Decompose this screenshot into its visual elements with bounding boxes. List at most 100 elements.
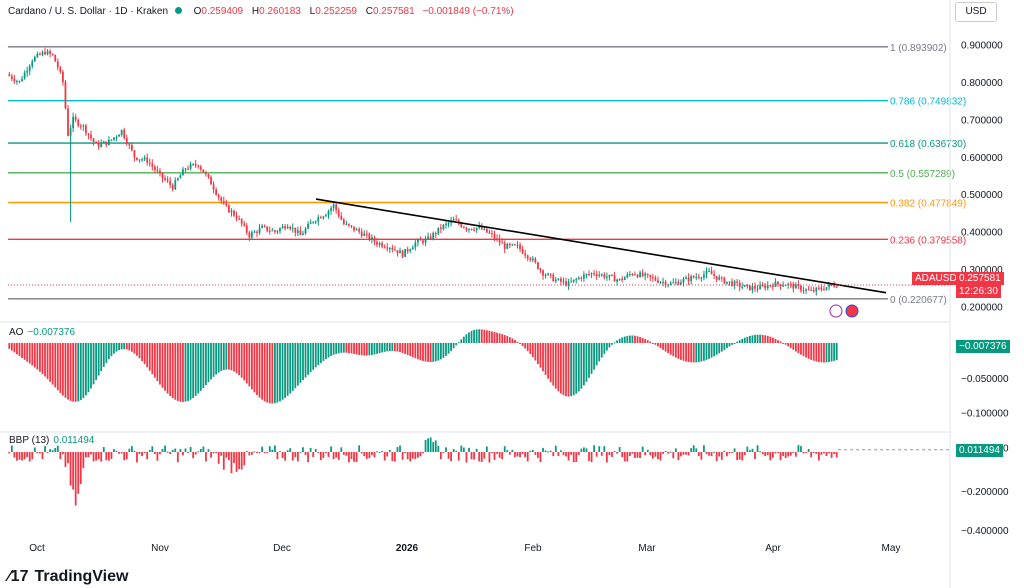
fib-level-label: 0.5 (0.557289) [890,169,955,180]
bbp-bar [271,449,274,452]
bbp-bar [401,452,404,460]
ao-bar [754,334,756,343]
ao-bar [833,343,836,361]
candle-body [644,273,647,276]
bbp-bar [46,452,49,453]
bbp-legend[interactable]: BBP (13) 0.011494 [9,435,94,446]
bbp-bar [506,450,509,452]
ao-bar [23,343,26,360]
candle-body [148,162,151,164]
ao-bar [166,343,169,394]
candle-body [774,281,777,287]
bbp-bar [72,452,75,490]
candle-body [197,165,200,167]
candle-body [554,279,557,282]
bbp-bar [539,452,542,463]
bbp-bar [13,452,16,458]
bbp-bar [672,452,675,459]
ao-bar [529,343,532,355]
candle-body [388,248,391,250]
bbp-bar [764,452,767,457]
symbol-title[interactable]: Cardano / U. S. Dollar · 1D · Kraken [8,6,169,17]
ao-bar [562,343,565,396]
candle-body [72,116,75,129]
candle-body [662,281,664,283]
ao-bar [506,336,509,343]
candle-body [238,218,241,220]
ao-bar [429,343,432,362]
candle-body [64,81,67,109]
ao-bar [797,343,800,354]
candle-body [766,285,769,289]
tradingview-logo[interactable]: ⁄17 TradingView [8,568,128,586]
ao-bar [286,343,289,396]
bbp-bar [258,452,261,454]
bbp-bar [462,447,465,452]
ao-bar [228,343,230,370]
candle-body [524,253,527,256]
ao-bar [662,343,664,350]
ao-bar [21,343,23,358]
ao-bar [416,343,419,360]
bbp-bar [830,452,833,458]
candle-body [621,278,624,280]
ao-bar [90,343,92,389]
ao-bar [406,343,409,355]
bbp-bar [792,452,795,453]
bbp-bar [207,449,210,452]
ao-bar [304,343,307,378]
bbp-bar [565,452,567,457]
bbp-bar [511,449,514,452]
bbp-bar [342,452,345,455]
ao-bar [207,343,210,383]
bbp-bar [373,452,376,458]
ao-bar [56,343,59,391]
ao-legend[interactable]: AO −0.007376 [9,327,75,338]
bbp-bar [197,451,200,453]
candle-body [419,239,422,241]
bbp-bar [562,452,565,456]
bbp-bar [41,452,44,460]
candle-body [396,250,399,254]
candle-body [289,226,292,229]
bbp-bar [225,452,228,458]
ao-bar [539,343,542,368]
candle-body [337,210,340,217]
candle-body [115,136,118,138]
bbp-bar [202,446,205,452]
ao-bar [383,343,386,352]
candle-body [95,141,98,144]
ao-bar [238,343,241,376]
bbp-bar [383,452,386,461]
candle-body [128,143,131,145]
candle-body [575,279,578,281]
ao-bar [585,343,588,382]
bbp-bar [682,452,685,455]
candle-body [107,139,110,145]
bbp-bar [279,451,281,453]
bbp-bar [802,452,805,454]
bbp-bar [238,452,241,470]
candle-body [159,170,161,173]
candle-body [511,244,514,246]
bbp-bar [161,448,164,452]
candle-body [28,66,31,71]
bbp-bar [468,447,470,452]
bbp-bar [253,451,256,453]
candle-body [350,225,353,227]
candle-body [256,231,258,233]
currency-button[interactable]: USD [955,2,997,22]
bbp-bar [23,452,26,460]
candle-body [79,125,82,127]
candle-body [184,168,187,170]
ao-bar [549,343,552,383]
bbp-bar [133,450,136,452]
ao-bar [199,343,202,391]
bbp-bar [572,452,575,463]
ao-bar [820,343,823,363]
bbp-bar [590,452,593,463]
ao-bar [164,343,166,391]
bbp-bar [483,452,486,459]
bbp-bar [784,452,787,459]
